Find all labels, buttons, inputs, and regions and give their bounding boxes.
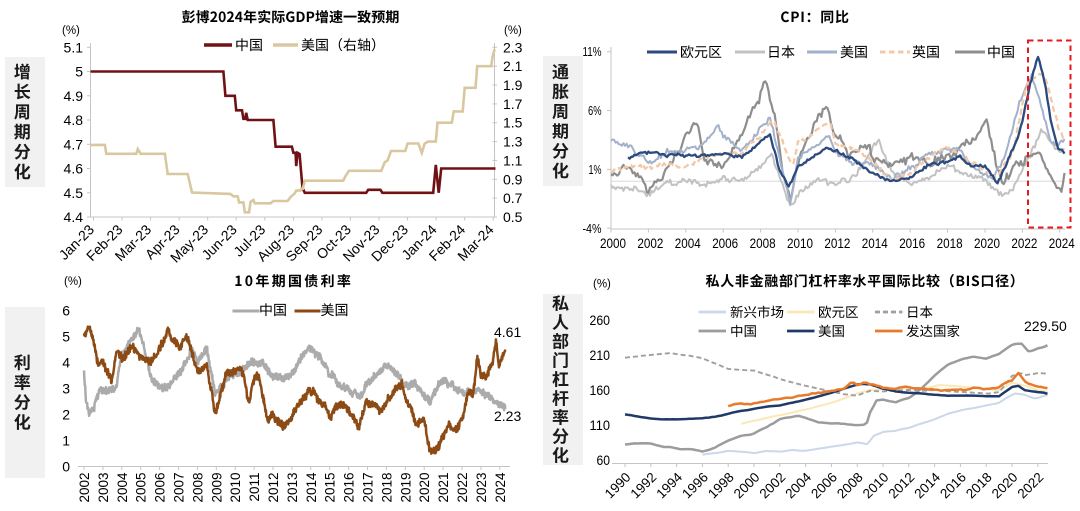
svg-text:2017: 2017 bbox=[361, 473, 376, 503]
svg-text:4.7: 4.7 bbox=[64, 136, 84, 152]
svg-text:3: 3 bbox=[62, 381, 70, 397]
svg-text:60: 60 bbox=[597, 452, 611, 468]
svg-text:2012: 2012 bbox=[266, 473, 281, 503]
svg-text:2012: 2012 bbox=[824, 235, 850, 251]
svg-text:4.8: 4.8 bbox=[64, 112, 84, 128]
svg-text:260: 260 bbox=[590, 312, 611, 328]
svg-text:2004: 2004 bbox=[115, 472, 130, 503]
svg-text:(%): (%) bbox=[504, 25, 522, 37]
svg-text:229.50: 229.50 bbox=[1024, 318, 1067, 334]
svg-text:0.5: 0.5 bbox=[503, 209, 523, 225]
svg-text:6: 6 bbox=[62, 303, 70, 319]
svg-text:2013: 2013 bbox=[285, 473, 300, 503]
svg-text:110: 110 bbox=[590, 417, 611, 433]
svg-text:2000: 2000 bbox=[600, 235, 626, 251]
svg-text:1.7: 1.7 bbox=[503, 96, 523, 112]
svg-text:1.9: 1.9 bbox=[503, 77, 523, 93]
svg-text:2010: 2010 bbox=[228, 473, 243, 503]
svg-text:(%): (%) bbox=[593, 279, 611, 291]
svg-text:2016: 2016 bbox=[899, 235, 925, 251]
svg-text:5.1: 5.1 bbox=[64, 39, 84, 55]
svg-text:-4%: -4% bbox=[583, 221, 602, 236]
svg-text:2: 2 bbox=[62, 407, 70, 423]
svg-text:4.6: 4.6 bbox=[64, 161, 84, 177]
svg-text:1%: 1% bbox=[589, 162, 602, 177]
svg-text:2015: 2015 bbox=[323, 473, 338, 503]
svg-text:2006: 2006 bbox=[153, 473, 168, 503]
svg-text:1.1: 1.1 bbox=[503, 152, 523, 168]
svg-text:2024: 2024 bbox=[1049, 235, 1075, 251]
svg-text:1.5: 1.5 bbox=[503, 115, 523, 131]
svg-text:2.23: 2.23 bbox=[494, 408, 521, 424]
svg-text:2.3: 2.3 bbox=[503, 39, 523, 55]
svg-text:2007: 2007 bbox=[172, 473, 187, 503]
svg-text:2.1: 2.1 bbox=[503, 58, 523, 74]
svg-text:4: 4 bbox=[62, 355, 70, 371]
svg-text:2002: 2002 bbox=[637, 235, 663, 251]
svg-text:2018: 2018 bbox=[379, 473, 394, 503]
svg-text:6%: 6% bbox=[588, 103, 602, 118]
svg-text:4.61: 4.61 bbox=[494, 324, 521, 340]
svg-text:2005: 2005 bbox=[134, 473, 149, 503]
svg-text:1: 1 bbox=[62, 433, 70, 449]
svg-text:5: 5 bbox=[62, 329, 70, 345]
svg-text:0.7: 0.7 bbox=[503, 190, 523, 206]
svg-text:5: 5 bbox=[75, 64, 83, 80]
svg-text:2014: 2014 bbox=[862, 235, 888, 251]
svg-text:4.4: 4.4 bbox=[64, 209, 84, 225]
svg-text:2002: 2002 bbox=[77, 473, 92, 503]
svg-text:11%: 11% bbox=[583, 44, 602, 59]
svg-text:2006: 2006 bbox=[712, 235, 738, 251]
svg-text:2011: 2011 bbox=[247, 473, 262, 502]
svg-text:0: 0 bbox=[62, 459, 70, 475]
svg-text:4.5: 4.5 bbox=[64, 185, 84, 201]
svg-text:2024: 2024 bbox=[493, 472, 508, 503]
svg-text:2022: 2022 bbox=[1011, 235, 1037, 251]
svg-text:2022: 2022 bbox=[455, 473, 470, 503]
svg-text:4.9: 4.9 bbox=[64, 88, 84, 104]
svg-text:2021: 2021 bbox=[436, 473, 451, 503]
svg-text:2008: 2008 bbox=[750, 235, 776, 251]
svg-text:160: 160 bbox=[590, 382, 611, 398]
svg-text:2020: 2020 bbox=[417, 473, 432, 503]
svg-text:2023: 2023 bbox=[474, 473, 489, 503]
svg-text:2008: 2008 bbox=[190, 473, 205, 503]
svg-text:(%): (%) bbox=[62, 25, 80, 37]
svg-text:2018: 2018 bbox=[937, 235, 963, 251]
svg-text:(%): (%) bbox=[64, 276, 82, 288]
svg-text:2016: 2016 bbox=[342, 473, 357, 503]
svg-text:2010: 2010 bbox=[787, 235, 813, 251]
svg-text:2003: 2003 bbox=[96, 473, 111, 503]
svg-text:0.9: 0.9 bbox=[503, 171, 523, 187]
svg-text:2020: 2020 bbox=[974, 235, 1000, 251]
svg-text:2019: 2019 bbox=[398, 473, 413, 503]
svg-text:210: 210 bbox=[590, 347, 611, 363]
svg-text:1.3: 1.3 bbox=[503, 134, 523, 150]
svg-text:2014: 2014 bbox=[304, 472, 319, 503]
svg-text:2004: 2004 bbox=[675, 235, 701, 251]
svg-text:2009: 2009 bbox=[209, 473, 224, 503]
